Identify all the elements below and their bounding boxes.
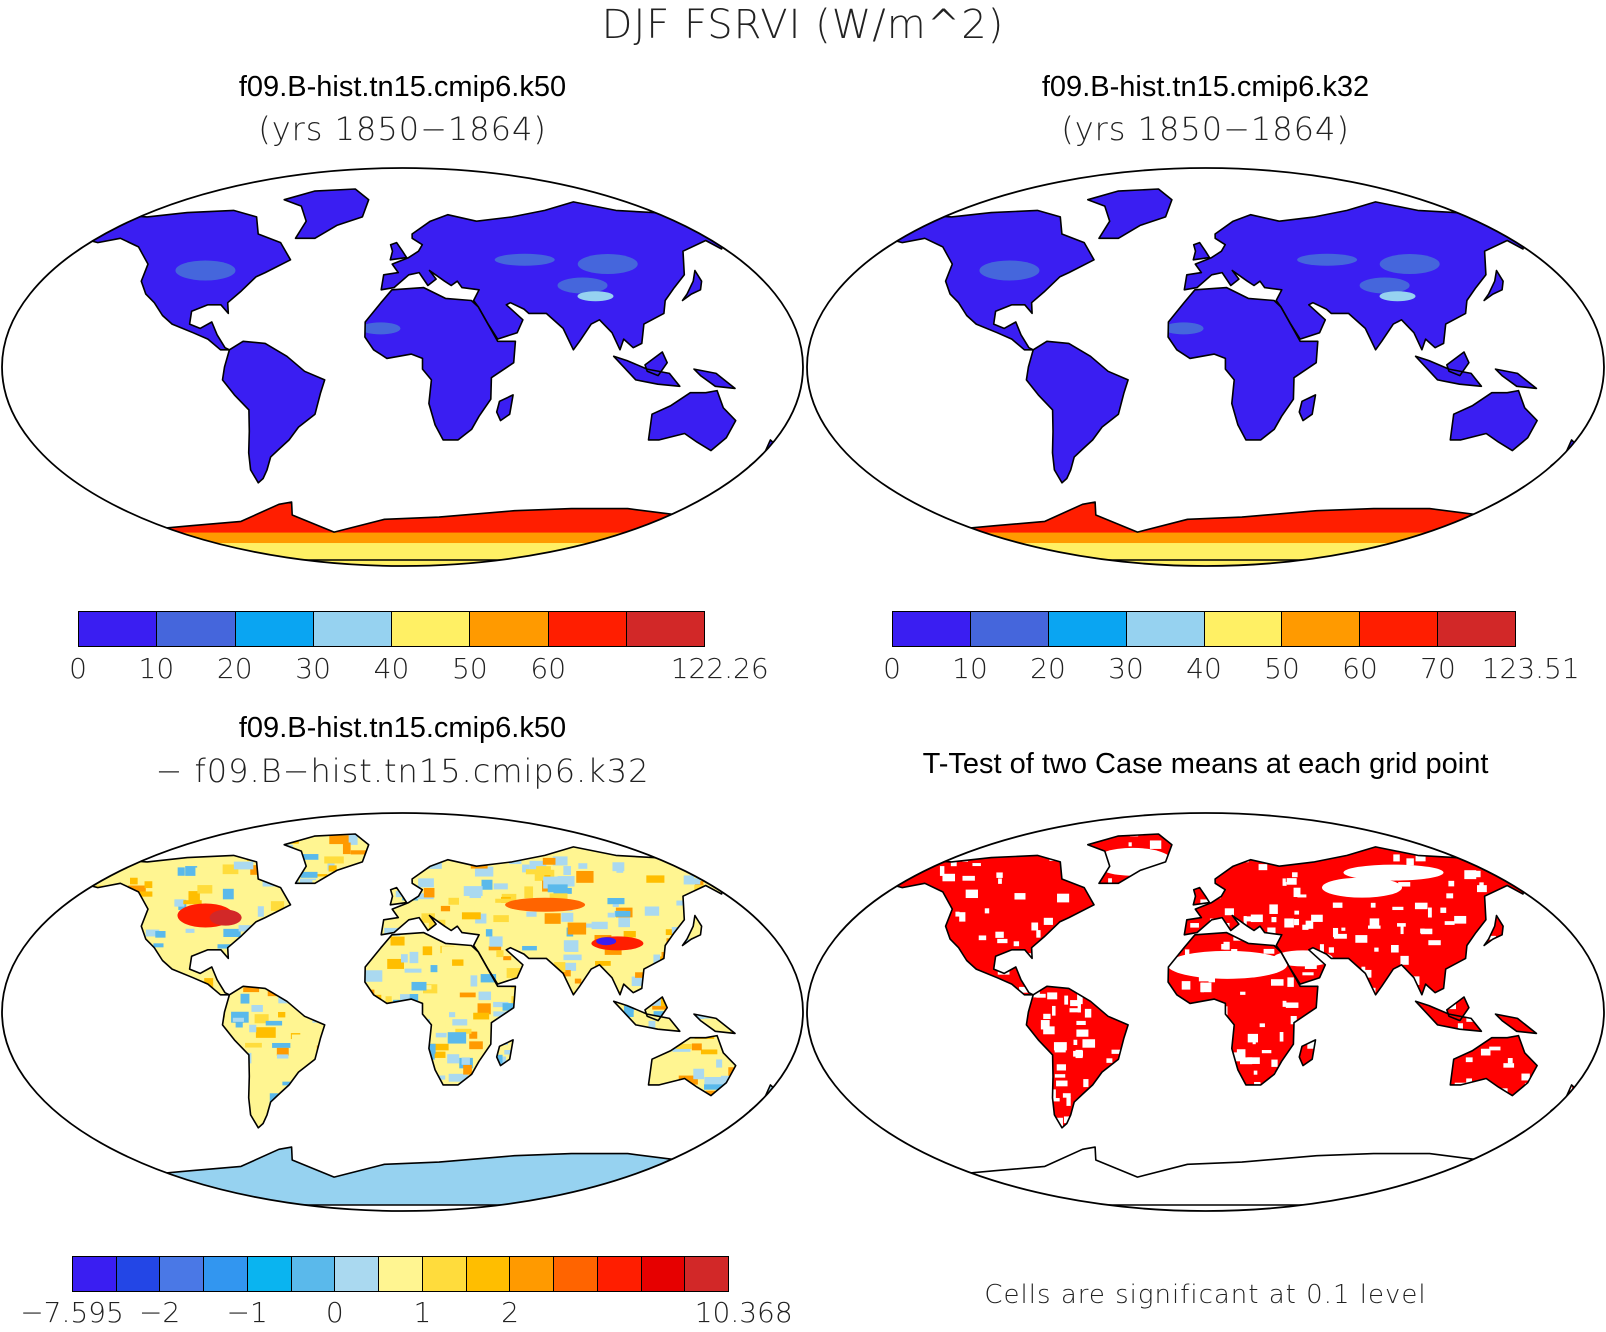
colorbar-swatch	[1360, 612, 1438, 646]
colorbar-tick-label: 10	[139, 652, 175, 685]
panel-1-title: f09.B-hist.tn15.cmip6.k50	[0, 71, 805, 104]
figure-title: DJF FSRVI (W/m^2)	[0, 2, 1606, 48]
colorbar-swatch	[157, 612, 235, 646]
map-panel-ttest	[805, 805, 1606, 1215]
colorbar-swatch	[236, 612, 314, 646]
colorbar-difference	[72, 1256, 729, 1292]
colorbar-tick-label: −2	[139, 1296, 180, 1329]
colorbar-swatch	[73, 1257, 117, 1291]
colorbar-tick-label: 0	[69, 652, 87, 685]
colorbar-swatch	[423, 1257, 467, 1291]
colorbar-swatch	[379, 1257, 423, 1291]
colorbar-swatch	[1438, 612, 1515, 646]
colorbar-tick-label: 20	[1030, 652, 1066, 685]
colorbar-swatch	[292, 1257, 336, 1291]
colorbar-swatch	[117, 1257, 161, 1291]
colorbar-swatch	[554, 1257, 598, 1291]
colorbar-swatch	[510, 1257, 554, 1291]
colorbar-swatch	[204, 1257, 248, 1291]
colorbar-tick-label: 40	[1186, 652, 1222, 685]
colorbar-swatch	[642, 1257, 686, 1291]
colorbar-tick-label: 1	[413, 1296, 431, 1329]
colorbar-swatch	[248, 1257, 292, 1291]
colorbar-swatch	[549, 612, 627, 646]
panel-3-title: f09.B-hist.tn15.cmip6.k50	[0, 712, 805, 745]
colorbar-tick-label: 40	[374, 652, 410, 685]
colorbar-tick-label: 30	[1108, 652, 1144, 685]
colorbar-swatch	[79, 612, 157, 646]
map-panel-case1	[0, 160, 805, 570]
significance-note: Cells are significant at 0.1 level	[805, 1280, 1606, 1310]
colorbar-tick-label: 60	[1342, 652, 1378, 685]
panel-4-title: T-Test of two Case means at each grid po…	[805, 748, 1606, 781]
colorbar-tick-label: 60	[530, 652, 566, 685]
colorbar-swatch	[392, 612, 470, 646]
colorbar-swatch	[1127, 612, 1205, 646]
colorbar-tick-label: −1	[227, 1296, 268, 1329]
colorbar-tick-label: 20	[217, 652, 253, 685]
colorbar-swatch	[971, 612, 1049, 646]
colorbar-tick-label: 0	[883, 652, 901, 685]
colorbar-tick-label: 122.26	[671, 652, 769, 685]
map-panel-case2	[805, 160, 1606, 570]
colorbar-swatch	[470, 612, 548, 646]
map-panel-difference	[0, 805, 805, 1215]
colorbar-swatch	[335, 1257, 379, 1291]
colorbar-swatch	[685, 1257, 728, 1291]
colorbar-tick-label: 123.51	[1482, 652, 1580, 685]
colorbar-tick-label: 10.368	[695, 1296, 793, 1329]
panel-3-subtitle: − f09.B−hist.tn15.cmip6.k32	[0, 752, 805, 790]
colorbar-swatch	[1049, 612, 1127, 646]
colorbar-case1	[78, 611, 705, 647]
colorbar-tick-label: 10	[952, 652, 988, 685]
colorbar-tick-label: 30	[295, 652, 331, 685]
colorbar-swatch	[1282, 612, 1360, 646]
colorbar-swatch	[314, 612, 392, 646]
colorbar-tick-label: 50	[452, 652, 488, 685]
panel-2-subtitle: (yrs 1850−1864)	[805, 110, 1606, 148]
colorbar-tick-label: −7.595	[20, 1296, 124, 1329]
colorbar-swatch	[893, 612, 971, 646]
colorbar-swatch	[627, 612, 704, 646]
colorbar-tick-label: 70	[1420, 652, 1456, 685]
colorbar-swatch	[598, 1257, 642, 1291]
colorbar-swatch	[160, 1257, 204, 1291]
colorbar-swatch	[1205, 612, 1283, 646]
panel-1-subtitle: (yrs 1850−1864)	[0, 110, 805, 148]
colorbar-case2	[892, 611, 1516, 647]
colorbar-tick-label: 0	[326, 1296, 344, 1329]
colorbar-swatch	[467, 1257, 511, 1291]
panel-2-title: f09.B-hist.tn15.cmip6.k32	[805, 71, 1606, 104]
colorbar-tick-label: 50	[1264, 652, 1300, 685]
colorbar-tick-label: 2	[501, 1296, 519, 1329]
